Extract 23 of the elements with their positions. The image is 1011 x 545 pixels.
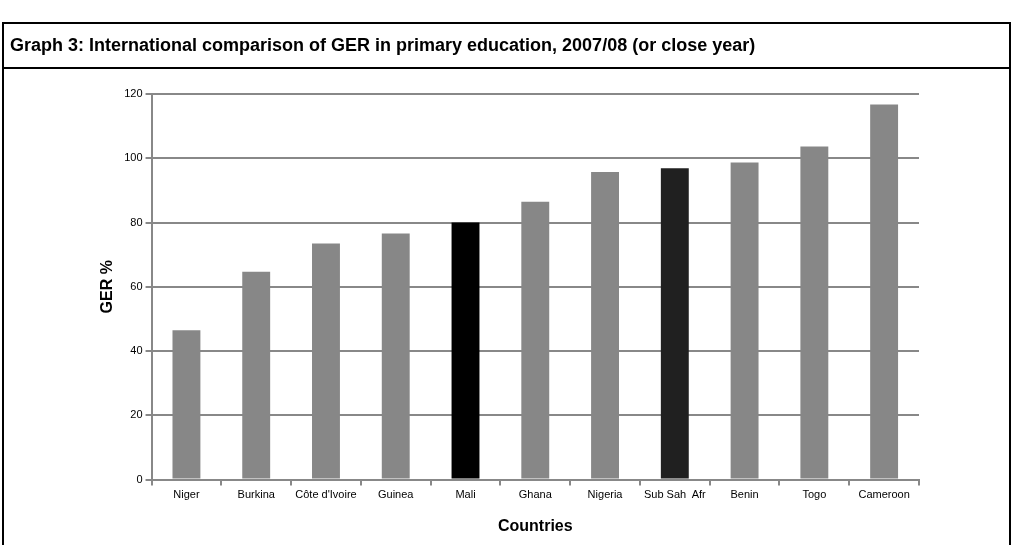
bar <box>660 168 689 479</box>
y-axis-title: GER % <box>98 260 116 314</box>
y-tick-label: 60 <box>130 279 143 292</box>
y-tick-label: 20 <box>130 408 143 421</box>
x-tick-label: Togo <box>802 488 827 501</box>
x-tick-label: Nigeria <box>587 488 624 501</box>
x-axis-title: Countries <box>497 516 573 534</box>
chart-title: Graph 3: International comparison of GER in primary education, 2007/08 (or close year) <box>4 24 1009 69</box>
y-tick-label: 80 <box>130 215 143 228</box>
x-tick-label: Niger <box>173 488 200 501</box>
x-tick-label: Benin <box>730 488 759 501</box>
x-tick-label: Burkina <box>237 488 276 501</box>
y-tick-label: 0 <box>136 472 143 485</box>
y-tick-label: 100 <box>124 151 143 164</box>
x-tick-label: Sub Sah Afr <box>643 488 707 501</box>
x-tick-label: Cameroon <box>858 488 910 501</box>
x-tick-label: Guinea <box>378 488 415 501</box>
x-tick-label: Ghana <box>518 488 553 501</box>
x-tick-label: Côte d'Ivoire <box>295 488 357 501</box>
bar <box>451 222 480 479</box>
x-tick-label: Mali <box>455 488 476 501</box>
y-tick-label: 40 <box>130 344 143 357</box>
y-tick-label: 120 <box>124 87 143 100</box>
